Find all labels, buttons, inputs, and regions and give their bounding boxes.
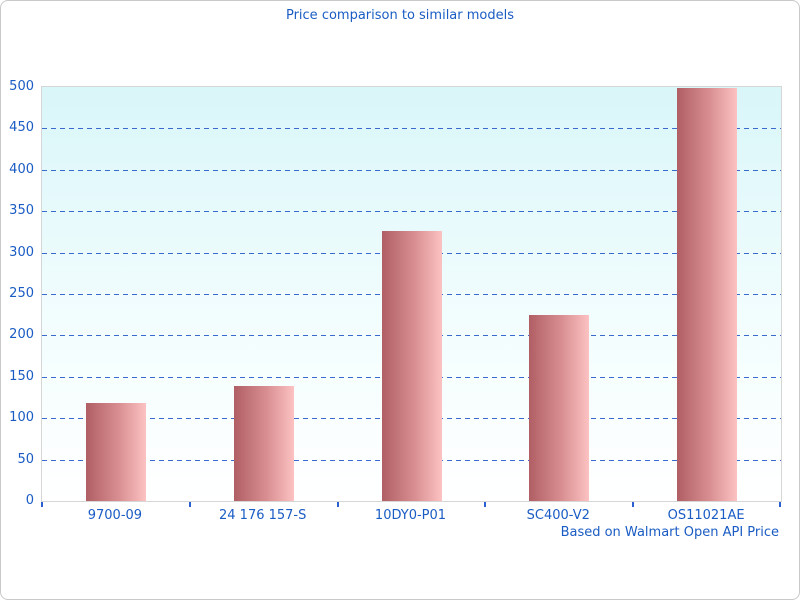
y-tick-label-350: 350	[9, 203, 34, 219]
bar-SC400-V2	[529, 314, 590, 501]
y-tick-label-0: 0	[25, 493, 34, 508]
x-axis-tick-mark	[484, 502, 487, 507]
chart-title: Price comparison to similar models	[285, 8, 515, 23]
bar-9700-09	[85, 403, 146, 501]
gridline-450	[42, 128, 781, 130]
y-tick-label-450: 450	[9, 120, 34, 136]
gridline-400	[42, 169, 781, 171]
y-tick-label-250: 250	[9, 286, 34, 301]
x-axis-tick-mark	[188, 502, 191, 507]
x-axis-tick-mark	[779, 502, 781, 507]
y-tick-label-500: 500	[9, 79, 34, 94]
y-tick-label-150: 150	[9, 368, 34, 384]
x-tick-label-10DY0-P01: 10DY0-P01	[374, 508, 447, 523]
x-axis-tick-mark	[632, 502, 635, 507]
y-tick-label-200: 200	[9, 327, 34, 343]
gridline-350	[42, 211, 781, 213]
x-axis-labels: 9700-09 24 176 157-S 10DY0-P01 SC400-V2 OS11…	[41, 508, 782, 526]
y-tick-label-400: 400	[9, 161, 34, 177]
y-tick-label-100: 100	[9, 410, 34, 426]
plot-area	[41, 86, 782, 507]
bar-10DY0-P01	[381, 231, 442, 501]
x-tick-label-SC400-V2: SC400-V2	[526, 508, 590, 523]
y-tick-label-50: 50	[17, 451, 34, 467]
x-tick-label-24 176 157-S: 24 176 157-S	[219, 508, 307, 523]
bar-OS11021AE	[677, 87, 738, 501]
x-tick-label-OS11021AE: OS11021AE	[667, 508, 745, 523]
x-tick-label-9700-09: 9700-09	[87, 508, 143, 523]
y-tick-label-300: 300	[9, 244, 34, 260]
y-axis: 0 50 100 150 200 250 300 350 400 450 500	[1, 79, 37, 508]
x-axis-tick-mark	[41, 502, 43, 507]
x-axis-tick-mark	[336, 502, 339, 507]
bar-24 176 157-S	[233, 385, 294, 501]
source-caption: Based on Walmart Open API Price	[560, 525, 779, 540]
